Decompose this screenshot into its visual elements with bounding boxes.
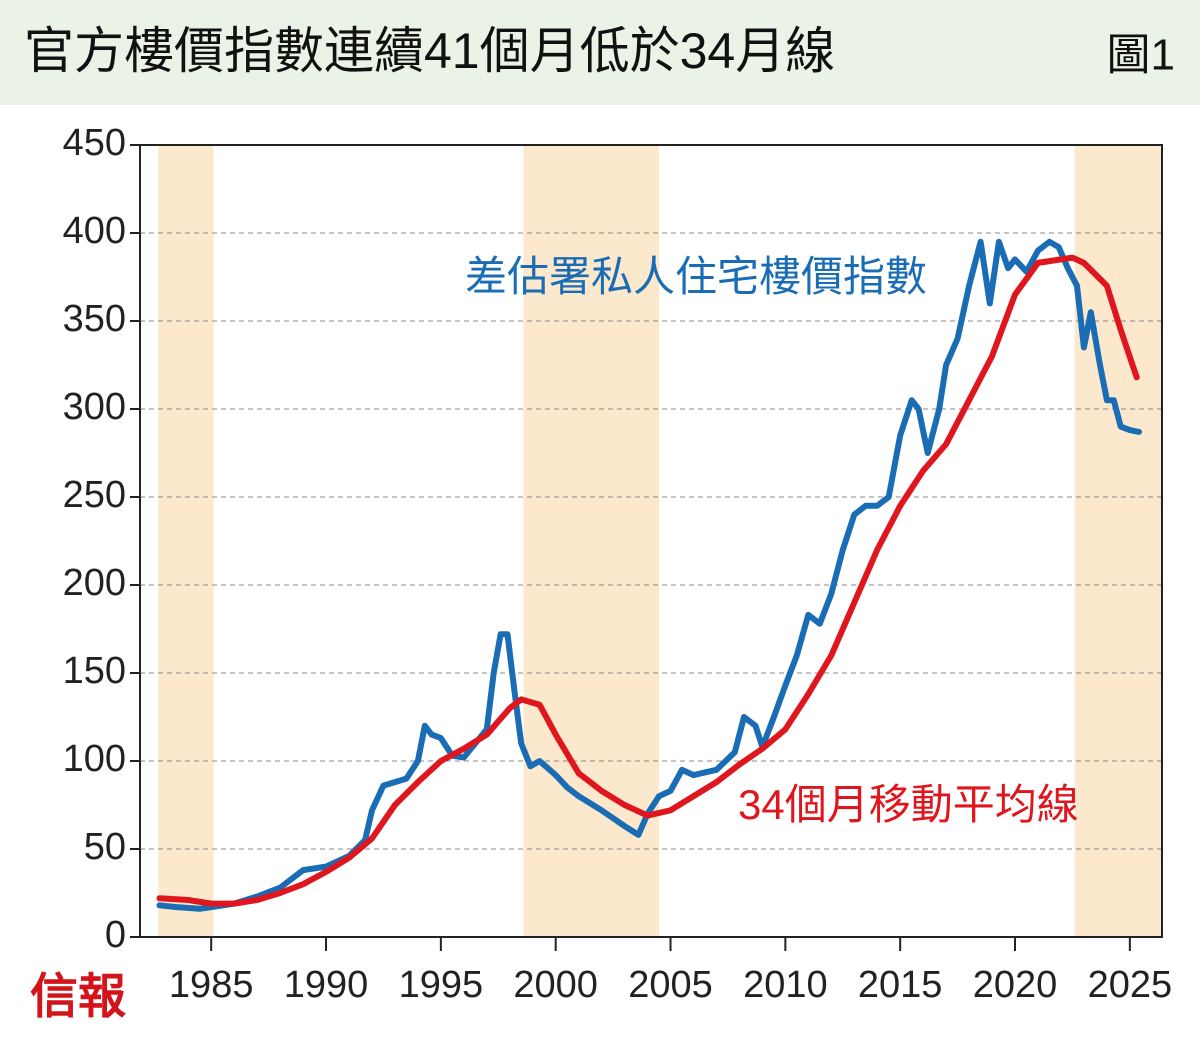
shaded-period — [158, 145, 214, 937]
annotation: 差估署私人住宅樓價指數 — [465, 253, 927, 300]
x-tick-label: 1995 — [399, 964, 484, 1006]
y-tick-label: 150 — [63, 650, 126, 692]
x-tick-label: 1985 — [169, 964, 254, 1006]
y-tick-label: 350 — [63, 298, 126, 340]
y-tick-label: 100 — [63, 738, 126, 780]
logo: 信報 — [30, 969, 126, 1025]
shaded-period — [1074, 145, 1162, 937]
y-tick-label: 200 — [63, 562, 126, 604]
x-tick-label: 2025 — [1088, 964, 1173, 1006]
annotation: 34個月移動平均線 — [738, 781, 1079, 828]
line-series — [156, 254, 1140, 907]
x-tick-label: 2005 — [628, 964, 713, 1006]
x-tick-label: 2015 — [858, 964, 943, 1006]
y-tick-label: 50 — [84, 826, 126, 868]
line-series — [156, 238, 1142, 912]
x-tick-label: 2000 — [513, 964, 598, 1006]
y-tick-label: 400 — [63, 210, 126, 252]
x-tick-label: 1990 — [284, 964, 369, 1006]
y-tick-label: 250 — [63, 474, 126, 516]
y-tick-label: 450 — [63, 122, 126, 164]
x-tick-label: 2020 — [973, 964, 1058, 1006]
x-tick-label: 2010 — [743, 964, 828, 1006]
y-tick-label: 0 — [105, 914, 126, 956]
chart-title: 官方樓價指數連續41個月低於34月線 — [24, 23, 835, 79]
plot-border — [139, 144, 1163, 938]
figure-label: 圖1 — [1107, 31, 1175, 80]
y-tick-label: 300 — [63, 386, 126, 428]
